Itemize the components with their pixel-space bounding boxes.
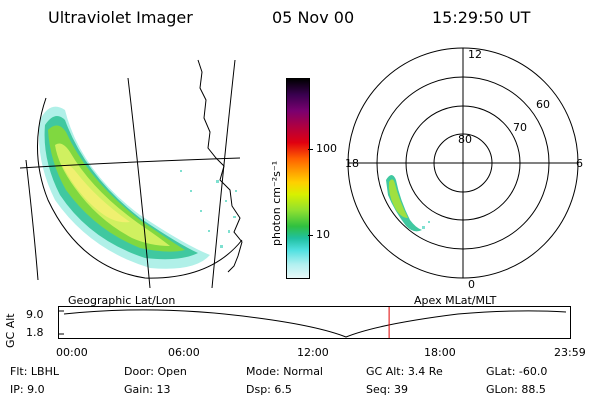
param-glat: GLat: -60.0 bbox=[486, 365, 548, 378]
altitude-curve bbox=[63, 309, 567, 338]
param-gc-alt: GC Alt: 3.4 Re bbox=[366, 365, 443, 378]
param-gain: Gain: 13 bbox=[124, 383, 171, 396]
param-dsp: Dsp: 6.5 bbox=[246, 383, 292, 396]
mlt-label-18: 18 bbox=[345, 157, 359, 170]
colorbar-tick-label-10: 10 bbox=[316, 228, 330, 241]
ring-label-60: 60 bbox=[536, 98, 550, 111]
xtick-2359: 23:59 bbox=[554, 346, 586, 359]
timeline-ylabel: GC Alt bbox=[4, 313, 17, 348]
xtick-1800: 18:00 bbox=[424, 346, 456, 359]
coastline bbox=[197, 59, 243, 273]
colorbar-unit-label: photon cm⁻²s⁻¹ bbox=[270, 160, 283, 246]
observation-time: 15:29:50 UT bbox=[432, 8, 531, 27]
instrument-title: Ultraviolet Imager bbox=[48, 8, 193, 27]
xtick-0000: 00:00 bbox=[56, 346, 88, 359]
altitude-timeline bbox=[58, 306, 571, 339]
colorbar-tick-10 bbox=[308, 235, 313, 236]
geographic-label: Geographic Lat/Lon bbox=[68, 294, 176, 307]
param-seq: Seq: 39 bbox=[366, 383, 408, 396]
ring-label-80: 80 bbox=[458, 133, 472, 146]
mlt-label-12: 12 bbox=[468, 48, 482, 61]
intensity-colorbar bbox=[286, 78, 310, 279]
mlt-label-6: 6 bbox=[576, 157, 583, 170]
observation-date: 05 Nov 00 bbox=[272, 8, 355, 27]
apex-label: Apex MLat/MLT bbox=[414, 294, 497, 307]
ring-label-70: 70 bbox=[513, 121, 527, 134]
polar-mlat-mlt-plot bbox=[347, 47, 579, 279]
earth-limb bbox=[36, 97, 243, 279]
mlt-label-0: 0 bbox=[468, 278, 475, 291]
colorbar-tick-100 bbox=[308, 149, 313, 150]
colorbar-tick-label-100: 100 bbox=[316, 142, 337, 155]
polar-aurora bbox=[386, 175, 430, 232]
xtick-0600: 06:00 bbox=[168, 346, 200, 359]
param-glon: GLon: 88.5 bbox=[486, 383, 546, 396]
geographic-map bbox=[20, 59, 243, 289]
param-ip: IP: 9.0 bbox=[10, 383, 45, 396]
lat-lon-grid bbox=[20, 59, 241, 289]
aurora-emission bbox=[39, 106, 237, 269]
param-mode: Mode: Normal bbox=[246, 365, 323, 378]
xtick-1200: 12:00 bbox=[297, 346, 329, 359]
param-door: Door: Open bbox=[124, 365, 187, 378]
timeline-ymax: 9.0 bbox=[26, 308, 44, 321]
timeline-ymin: 1.8 bbox=[26, 326, 44, 339]
param-flt: Flt: LBHL bbox=[10, 365, 59, 378]
